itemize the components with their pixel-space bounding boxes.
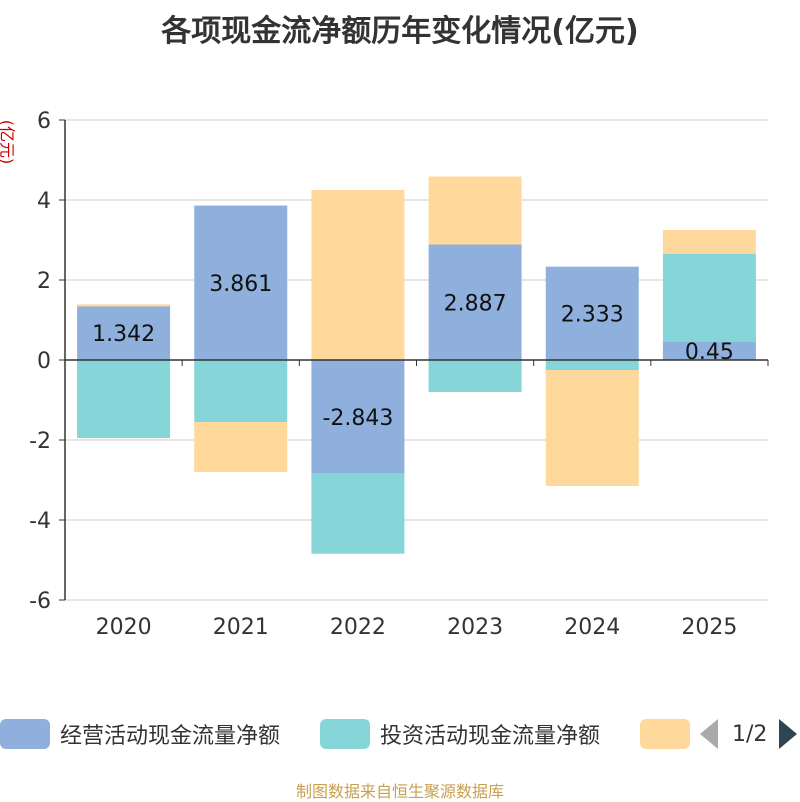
bar-operating-2022 [311,360,405,474]
data-label: 1.342 [92,322,155,347]
legend-swatch-investing [320,719,370,749]
x-tick-label: 2020 [96,615,152,640]
bar-investing-2025 [662,254,756,342]
data-label: 0.45 [685,340,734,365]
chart-area: -6 -4 -2 0 2 4 6 2020 2021 2022 2023 2024 2025 1.342 3… [29,109,769,640]
y-tick-label: -2 [29,429,51,454]
x-tick-label: 2024 [564,615,620,640]
legend-pager: 1/2 [700,716,798,752]
y-tick-label: -6 [29,589,51,614]
bar-financing-2020 [77,304,171,307]
bar-financing-2025 [662,230,756,254]
legend-label-investing: 投资活动现金流量净额 [380,724,601,749]
x-tick-label: 2021 [213,615,269,640]
chart-title: 各项现金流净额历年变化情况(亿元) [161,14,639,49]
bar-investing-2024 [545,360,639,370]
data-source: 制图数据来自恒生聚源数据库 [295,782,504,801]
pager-prev-icon[interactable] [700,719,718,749]
bar-investing-2021 [194,360,288,422]
legend-item-operating[interactable]: 经营活动现金流量净额 [0,716,280,752]
bar-financing-2024 [545,370,639,486]
data-label: 3.861 [209,272,272,297]
bar-operating-2020 [77,306,171,360]
y-tick-label: 2 [37,269,51,294]
pager-next-icon[interactable] [779,719,798,749]
bar-operating-2024 [545,266,639,360]
bar-investing-2023 [428,360,522,392]
data-label: -2.843 [322,406,393,431]
bar-operating-2025 [662,342,756,360]
legend: 经营活动现金流量净额 投资活动现金流量净额 [0,716,800,752]
legend-swatch-operating [0,719,50,749]
y-tick-label: 6 [37,109,51,134]
x-tick-label: 2022 [330,615,386,640]
y-tick-label: 0 [37,349,51,374]
bar-operating-2021 [194,205,288,360]
bar-operating-2023 [428,244,522,360]
x-tick-label: 2025 [681,615,737,640]
bar-investing-2020 [77,360,171,438]
bar-financing-2023 [428,176,522,245]
legend-swatch-financing [640,719,690,749]
x-tick-label: 2023 [447,615,503,640]
y-tick-label: 4 [37,189,51,214]
legend-label-operating: 经营活动现金流量净额 [60,724,281,749]
bar-financing-2021 [194,422,288,472]
data-label: 2.887 [444,291,507,316]
legend-item-financing[interactable] [640,716,700,752]
bar-financing-2022 [311,190,405,360]
data-label: 2.333 [561,302,624,327]
legend-item-investing[interactable]: 投资活动现金流量净额 [320,716,600,752]
y-axis-label: (亿元) [0,119,17,165]
bar-investing-2022 [311,473,405,554]
pager-text: 1/2 [732,721,768,747]
y-tick-label: -4 [29,509,51,534]
